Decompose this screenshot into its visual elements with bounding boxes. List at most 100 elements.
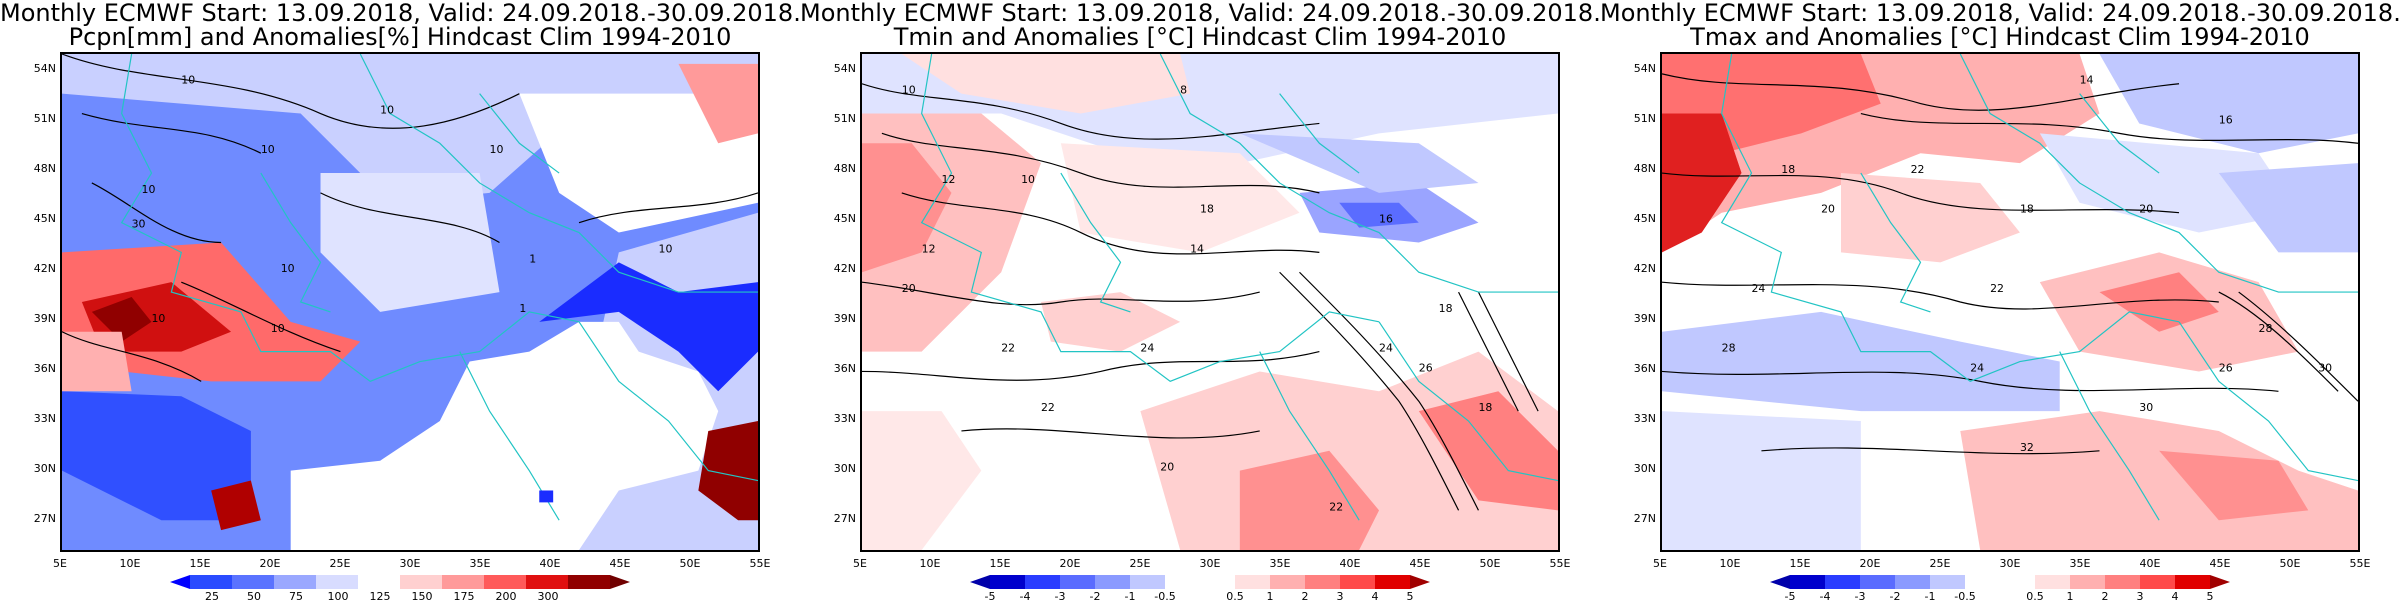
- colorbar-label: 1: [1266, 590, 1274, 603]
- panel-title-line2: Tmin and Anomalies [°C] Hindcast Clim 19…: [893, 23, 1507, 51]
- contour-label: 18: [1478, 401, 1492, 414]
- colorbar-label: -1: [1124, 590, 1136, 603]
- colorbar-label: 2: [1301, 590, 1309, 603]
- lon-label: 10E: [1719, 557, 1741, 570]
- precip-colorbar: [170, 575, 630, 589]
- colorbar-label: 4: [1371, 590, 1379, 603]
- lon-label: 40E: [2139, 557, 2161, 570]
- colorbar-label: 2: [2101, 590, 2109, 603]
- contour-label: 22: [1001, 342, 1015, 355]
- contour-label: 10: [1021, 173, 1035, 186]
- contour-label: 24: [1751, 282, 1765, 295]
- lon-label: 15E: [989, 557, 1011, 570]
- contour-label: 22: [1911, 163, 1925, 176]
- lon-label: 10E: [119, 557, 141, 570]
- colorbar-label: 50: [247, 590, 261, 603]
- lat-label: 30N: [33, 462, 56, 475]
- precip-panel: Monthly ECMWF Start: 13.09.2018, Valid: …: [0, 0, 801, 603]
- contour-label: 24: [1140, 342, 1154, 355]
- contour-label: 30: [2139, 401, 2153, 414]
- lat-label: 27N: [1633, 512, 1656, 525]
- lon-label: 5E: [853, 557, 867, 570]
- contour-label: 10: [659, 242, 673, 255]
- lat-label: 48N: [33, 162, 56, 175]
- colorbar-label: -5: [984, 590, 996, 603]
- contour-label: 1: [529, 252, 536, 265]
- colorbar-label: -2: [1889, 590, 1901, 603]
- colorbar-label: -2: [1089, 590, 1101, 603]
- colorbar-label: -1: [1924, 590, 1936, 603]
- colorbar-label: -4: [1019, 590, 1031, 603]
- colorbar-label: 125: [369, 590, 391, 603]
- lat-label: 54N: [33, 62, 56, 75]
- lat-label: 45N: [33, 212, 56, 225]
- lon-label: 50E: [1479, 557, 1501, 570]
- lon-label: 45E: [1409, 557, 1431, 570]
- panel-title-line1: Monthly ECMWF Start: 13.09.2018, Valid: …: [1600, 0, 2400, 27]
- contour-label: 12: [922, 242, 936, 255]
- contour-label: 18: [2020, 203, 2034, 216]
- lat-label: 30N: [1633, 462, 1656, 475]
- lat-label: 27N: [33, 512, 56, 525]
- contour-label: 30: [2318, 361, 2332, 374]
- lat-label: 54N: [833, 62, 856, 75]
- colorbar-label: 0.5: [1226, 590, 1244, 603]
- precip-map: 10 10 10 10 10 30 10 1 10 10 1 10: [60, 52, 760, 552]
- contour-label: 24: [1970, 361, 1984, 374]
- tmin-map: 10 8 12 10 18 12 14 16 20 22 24 18 22 20 26 24 18 22: [860, 52, 1560, 552]
- contour-label: 18: [1781, 163, 1795, 176]
- lat-label: 45N: [833, 212, 856, 225]
- colorbar-label: -3: [1854, 590, 1866, 603]
- contour-label: 20: [902, 282, 916, 295]
- contour-label: 14: [2080, 74, 2094, 87]
- contour-label: 10: [151, 312, 165, 325]
- colorbar-label: -3: [1054, 590, 1066, 603]
- lon-label: 10E: [919, 557, 941, 570]
- lat-label: 33N: [33, 412, 56, 425]
- contour-label: 20: [2139, 203, 2153, 216]
- colorbar-label: 100: [327, 590, 349, 603]
- colorbar-label: 200: [495, 590, 517, 603]
- lon-label: 50E: [2279, 557, 2301, 570]
- lon-label: 55E: [749, 557, 771, 570]
- colorbar-label: 5: [1406, 590, 1414, 603]
- lon-label: 45E: [609, 557, 631, 570]
- contour-label: 12: [942, 173, 956, 186]
- contour-label: 30: [132, 218, 146, 231]
- contour-label: 10: [490, 143, 504, 156]
- lon-label: 55E: [2349, 557, 2371, 570]
- precip-field: 10 10 10 10 10 30 10 1 10 10 1 10: [62, 54, 758, 550]
- contour-label: 10: [142, 183, 156, 196]
- panel-title-line2: Pcpn[mm] and Anomalies[%] Hindcast Clim …: [68, 23, 732, 51]
- colorbar-label: 4: [2171, 590, 2179, 603]
- lon-label: 20E: [1059, 557, 1081, 570]
- tmax-map: 14 16 18 20 22 24 18 20 22 24 26 28 30 32 28 30: [1660, 52, 2360, 552]
- contour-label: 22: [1329, 500, 1343, 513]
- lon-label: 30E: [1199, 557, 1221, 570]
- colorbar-label: 3: [1336, 590, 1344, 603]
- contour-label: 18: [1200, 203, 1214, 216]
- contour-label: 28: [1722, 342, 1736, 355]
- lon-label: 30E: [399, 557, 421, 570]
- lat-label: 42N: [833, 262, 856, 275]
- lon-label: 35E: [2069, 557, 2091, 570]
- colorbar-label: 25: [205, 590, 219, 603]
- colorbar-label: -0.5: [1954, 590, 1976, 603]
- colorbar-label: 75: [289, 590, 303, 603]
- tmin-field: 10 8 12 10 18 12 14 16 20 22 24 18 22 20 26 24 18 22: [862, 54, 1558, 550]
- contour-label: 26: [2219, 361, 2233, 374]
- lon-label: 35E: [469, 557, 491, 570]
- lat-label: 54N: [1633, 62, 1656, 75]
- colorbar-label: 150: [411, 590, 433, 603]
- contour-label: 22: [1990, 282, 2004, 295]
- lon-label: 55E: [1549, 557, 1571, 570]
- tmin-colorbar: [970, 575, 1430, 589]
- contour-label: 16: [2219, 113, 2233, 126]
- lat-label: 42N: [1633, 262, 1656, 275]
- colorbar-label: -4: [1819, 590, 1831, 603]
- lon-label: 20E: [1859, 557, 1881, 570]
- lon-label: 45E: [2209, 557, 2231, 570]
- colorbar-label: 300: [537, 590, 559, 603]
- contour-label: 16: [1379, 213, 1393, 226]
- contour-label: 22: [1041, 401, 1055, 414]
